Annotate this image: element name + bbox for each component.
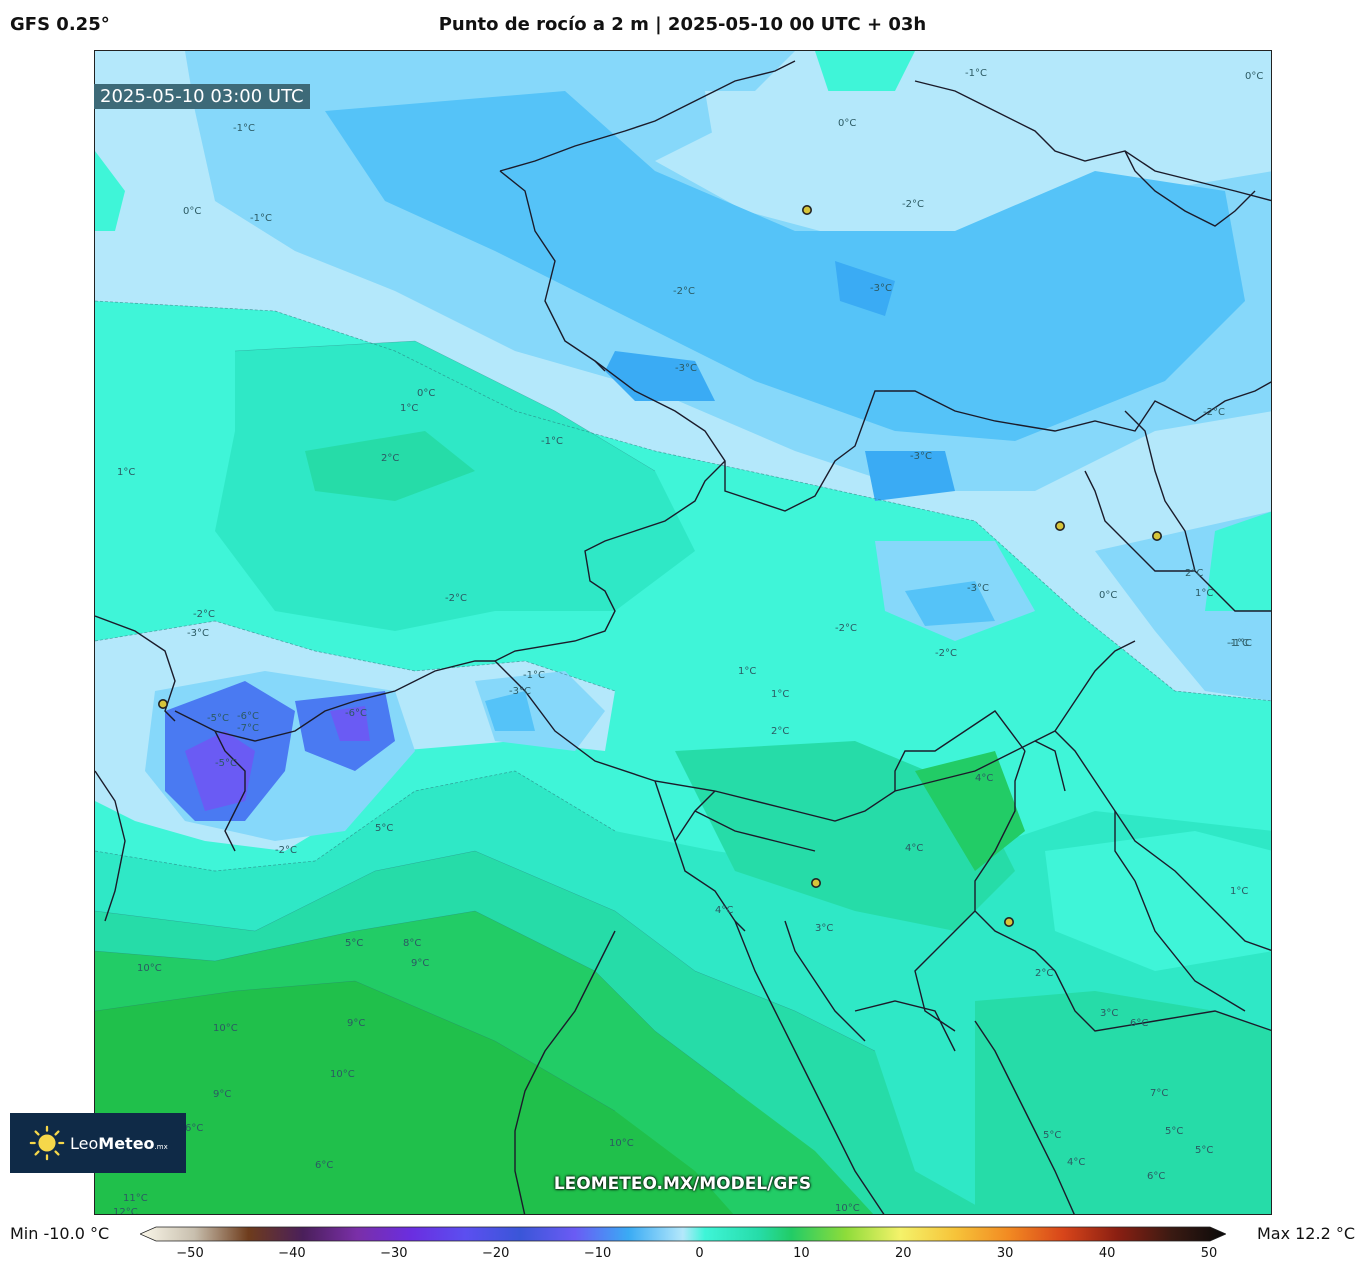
- colorbar-tick-label: 40: [1098, 1246, 1116, 1261]
- model-label: GFS 0.25°: [10, 14, 110, 35]
- contour-label: 1°C: [738, 666, 756, 677]
- contour-label: 10°C: [609, 1138, 634, 1149]
- contour-label: -3°C: [910, 451, 932, 462]
- contour-label: 0°C: [1245, 71, 1263, 82]
- contour-label: -1°C: [250, 213, 272, 224]
- contour-label: 2°C: [771, 726, 789, 737]
- contour-label: 9°C: [411, 958, 429, 969]
- contour-label: -2°C: [835, 623, 857, 634]
- contour-label: 4°C: [905, 843, 923, 854]
- contour-label: -1°C: [233, 123, 255, 134]
- colorbar: [140, 1226, 1226, 1242]
- city-marker[interactable]: [810, 877, 821, 888]
- contour-label: -2°C: [275, 845, 297, 856]
- contour-label: -6°C: [237, 711, 259, 722]
- contour-label: 10°C: [835, 1203, 860, 1214]
- watermark-url: LEOMETEO.MX/MODEL/GFS: [553, 1174, 812, 1194]
- logo-text: LeoMeteo.mx: [70, 1133, 168, 1153]
- contour-label: -5°C: [207, 713, 229, 724]
- contour-label: -3°C: [870, 283, 892, 294]
- contour-label: 3°C: [815, 923, 833, 934]
- colorbar-tick-label: 20: [895, 1246, 912, 1261]
- contour-label: 6°C: [1130, 1018, 1148, 1029]
- contour-label: 4°C: [1067, 1157, 1085, 1168]
- colorbar-tick-label: 10: [793, 1246, 810, 1261]
- contour-label: 5°C: [1043, 1130, 1061, 1141]
- contour-label: -3°C: [675, 363, 697, 374]
- contour-label: 5°C: [345, 938, 363, 949]
- contour-label: 2°C: [381, 453, 399, 464]
- colorbar-fill: [140, 1226, 1226, 1242]
- contour-label: 4°C: [975, 773, 993, 784]
- contour-label: -7°C: [237, 723, 259, 734]
- contour-label: 1°C: [400, 403, 418, 414]
- contour-label: -1°C: [965, 68, 987, 79]
- contour-label: 1°C: [1195, 588, 1213, 599]
- colorbar-min-label: Min -10.0 °C: [10, 1224, 110, 1243]
- colorbar-tick-label: −40: [278, 1246, 306, 1261]
- contour-label: 12°C: [113, 1207, 138, 1215]
- contour-label: 10°C: [213, 1023, 238, 1034]
- city-marker[interactable]: [1054, 520, 1065, 531]
- contour-label: -2°C: [935, 648, 957, 659]
- leometeo-logo[interactable]: LeoMeteo.mx: [10, 1113, 186, 1173]
- colorbar-tick-label: 50: [1200, 1246, 1218, 1261]
- contour-label: 5°C: [1165, 1126, 1183, 1137]
- contour-label: 5°C: [375, 823, 393, 834]
- contour-label: 6°C: [185, 1123, 203, 1134]
- colorbar-tick-label: 0: [695, 1246, 704, 1261]
- colorbar-tick-label: −30: [380, 1246, 408, 1261]
- city-marker[interactable]: [801, 205, 812, 216]
- map-panel[interactable]: -1°C 0°C -1°C 0°C -1°C 0°C -2°C -3°C -2°…: [94, 50, 1272, 1215]
- contour-label: -2°C: [1203, 407, 1225, 418]
- contour-label: 0°C: [417, 388, 435, 399]
- city-marker[interactable]: [1003, 916, 1014, 927]
- colorbar-tick-label: 30: [996, 1246, 1014, 1261]
- dewpoint-map: -1°C 0°C -1°C 0°C -1°C 0°C -2°C -3°C -2°…: [95, 51, 1271, 1215]
- contour-label: -1°C: [541, 436, 563, 447]
- contour-label: 0°C: [838, 118, 856, 129]
- contour-label: -3°C: [967, 583, 989, 594]
- city-marker[interactable]: [157, 698, 168, 709]
- contour-label: 2°C: [1035, 968, 1053, 979]
- contour-label: -2°C: [445, 593, 467, 604]
- contour-label: -2°C: [902, 199, 924, 210]
- chart-title: Punto de rocío a 2 m | 2025-05-10 00 UTC…: [438, 14, 927, 35]
- contour-label: -5°C: [215, 758, 237, 769]
- contour-label: -3°C: [187, 628, 209, 639]
- contour-label: 9°C: [347, 1018, 365, 1029]
- contour-label: 0°C: [183, 206, 201, 217]
- contour-label: 7°C: [1150, 1088, 1168, 1099]
- contour-label: 6°C: [315, 1160, 333, 1171]
- contour-label: 10°C: [137, 963, 162, 974]
- sun-icon: [29, 1125, 65, 1161]
- contour-label: 11°C: [123, 1193, 148, 1204]
- contour-label: 1°C: [1230, 886, 1248, 897]
- colorbar-max-label: Max 12.2 °C: [1256, 1224, 1355, 1243]
- contour-label: 9°C: [213, 1089, 231, 1100]
- colorbar-ticks: −50 −40 −30 −20 −10 0 10 20 30 40 50: [0, 1246, 1365, 1262]
- contour-label: -3°C: [509, 686, 531, 697]
- contour-label: 4°C: [715, 905, 733, 916]
- contour-label: 2°C: [1185, 568, 1203, 579]
- contour-label: -1°C: [523, 670, 545, 681]
- contour-label: 5°C: [1195, 1145, 1213, 1156]
- contour-label: 10°C: [330, 1069, 355, 1080]
- contour-label: -2°C: [193, 609, 215, 620]
- contour-label: 1°C: [771, 689, 789, 700]
- contour-label: 8°C: [403, 938, 421, 949]
- contour-label: -2°C: [673, 286, 695, 297]
- contour-label: 3°C: [1100, 1008, 1118, 1019]
- contour-label: -1°C: [1227, 638, 1249, 649]
- city-marker[interactable]: [1152, 530, 1163, 541]
- colorbar-tick-label: −20: [481, 1246, 510, 1261]
- contour-label: 0°C: [1099, 590, 1117, 601]
- contour-label: 6°C: [1147, 1171, 1165, 1182]
- contour-label: 1°C: [117, 467, 135, 478]
- colorbar-tick-label: −10: [583, 1246, 612, 1261]
- colorbar-tick-label: −50: [176, 1246, 204, 1261]
- contour-label: -6°C: [345, 708, 367, 719]
- valid-time-badge: 2025-05-10 03:00 UTC: [94, 84, 310, 109]
- contour-label: -1°C: [1230, 638, 1252, 649]
